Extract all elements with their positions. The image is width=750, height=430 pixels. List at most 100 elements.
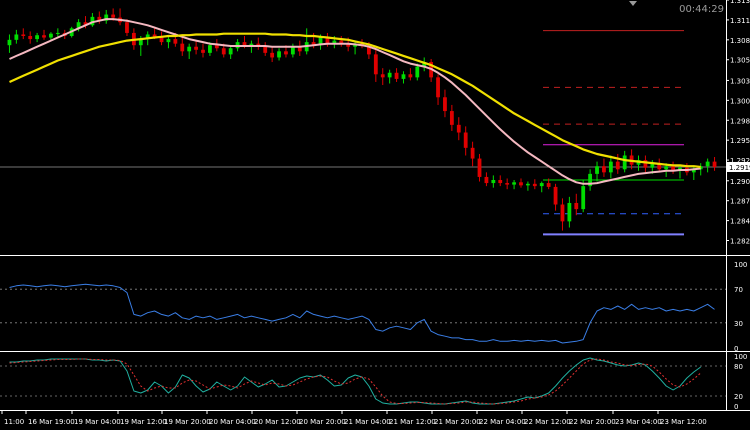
candle-bull [318,37,323,46]
current-price-label: 1.2919 [729,164,750,172]
time-tick-label: 16 Mar 19:00 [28,418,75,426]
price-panel [0,8,726,236]
price-tick-label: 1.2954 [730,137,750,145]
stochastic-panel [0,357,726,405]
candle-bull [90,16,95,26]
candle-bear [615,161,620,170]
stochastic-tick-label: 0 [734,403,738,411]
stochastic-tick-label: 100 [734,353,747,361]
candle-bull [76,22,81,29]
price-tick-label: 1.3085 [730,37,750,45]
candle-bull [622,155,627,170]
candle-bull [581,186,586,210]
rsi-line [9,283,715,344]
candle-bear [180,43,185,52]
candle-bear [712,161,717,167]
price-tick-label: 1.2928 [730,157,750,165]
candle-bear [560,204,565,222]
candle-bull [104,14,109,21]
candle-bear [28,36,33,40]
stochastic-tick-label: 20 [734,393,743,401]
moving-average-slow-line [9,32,701,169]
candle-bear [498,180,503,184]
candle-bear [367,45,371,55]
candle-bull [14,34,19,40]
collapse-arrow-icon[interactable] [629,1,637,6]
candle-bear [602,166,606,173]
candle-bull [588,173,593,187]
candle-bull [7,39,12,46]
candle-bear [408,74,413,78]
stochastic-tick-label: 80 [734,363,743,371]
time-tick-label: 20 Mar 20:00 [299,418,346,426]
time-tick-label: 22 Mar 04:00 [479,418,526,426]
time-tick-label: 22 Mar 20:00 [569,418,616,426]
price-tick-label: 1.3059 [730,57,750,65]
candle-bull [35,35,40,40]
candle-bear [449,111,454,125]
price-tick-label: 1.2875 [730,198,750,206]
candle-bull [512,182,516,185]
candle-bear [270,52,275,58]
candle-bull [401,74,406,79]
rsi-tick-label: 30 [734,320,743,328]
moving-average-fast-line [9,18,701,185]
candle-bull [208,45,212,53]
candle-bear [532,183,537,187]
candle-bear [325,37,330,44]
time-tick-label: 21 Mar 12:00 [389,418,436,426]
candle-bull [187,46,192,52]
rsi-panel [0,283,726,344]
candle-bull [55,32,60,34]
candle-bear [671,166,675,171]
candle-bull [691,169,696,173]
stochastic-signal-line [9,358,702,405]
candle-bear [194,46,198,50]
rsi-tick-label: 0 [734,345,738,353]
candle-bear [42,35,46,38]
price-tick-label: 1.3137 [730,0,750,5]
candle-bear [436,77,440,98]
candle-bear [477,158,482,177]
price-tick-label: 1.3006 [730,97,750,105]
candle-bull [387,72,392,78]
candle-bear [380,74,385,78]
candle-bear [519,182,523,186]
candle-bear [463,132,468,148]
candle-bear [394,72,399,79]
candle-bull [290,46,295,55]
candle-bull [664,166,669,170]
price-tick-label: 1.3032 [730,77,750,85]
candle-bear [111,14,116,18]
candle-bear [221,48,226,55]
candle-bull [595,166,599,174]
candle-bear [159,37,164,43]
candle-bear [21,34,26,36]
candle-bear [546,183,551,187]
candle-bull [145,34,150,40]
candle-bear [373,54,378,75]
candle-bear [263,46,268,53]
time-tick-label: 19 Mar 12:00 [120,418,167,426]
time-tick-label: 20 Mar 04:00 [209,418,256,426]
candle-bull [277,51,281,58]
candle-bear [214,45,219,49]
candle-bull [705,161,710,167]
time-tick-label: 21 Mar 20:00 [434,418,481,426]
time-tick-label: 22 Mar 12:00 [524,418,571,426]
stochastic-main-line [9,357,701,405]
price-tick-label: 1.2823 [730,238,750,246]
time-tick-label: 21 Mar 04:00 [344,418,391,426]
candle-bear [201,49,205,53]
candle-bull [332,40,337,44]
candle-bear [505,183,510,185]
candle-bear [657,163,662,170]
candle-bull [650,163,655,168]
candle-bear [443,97,447,112]
candle-bear [456,124,461,133]
candle-bear [643,160,648,168]
candle-bear [152,34,157,38]
